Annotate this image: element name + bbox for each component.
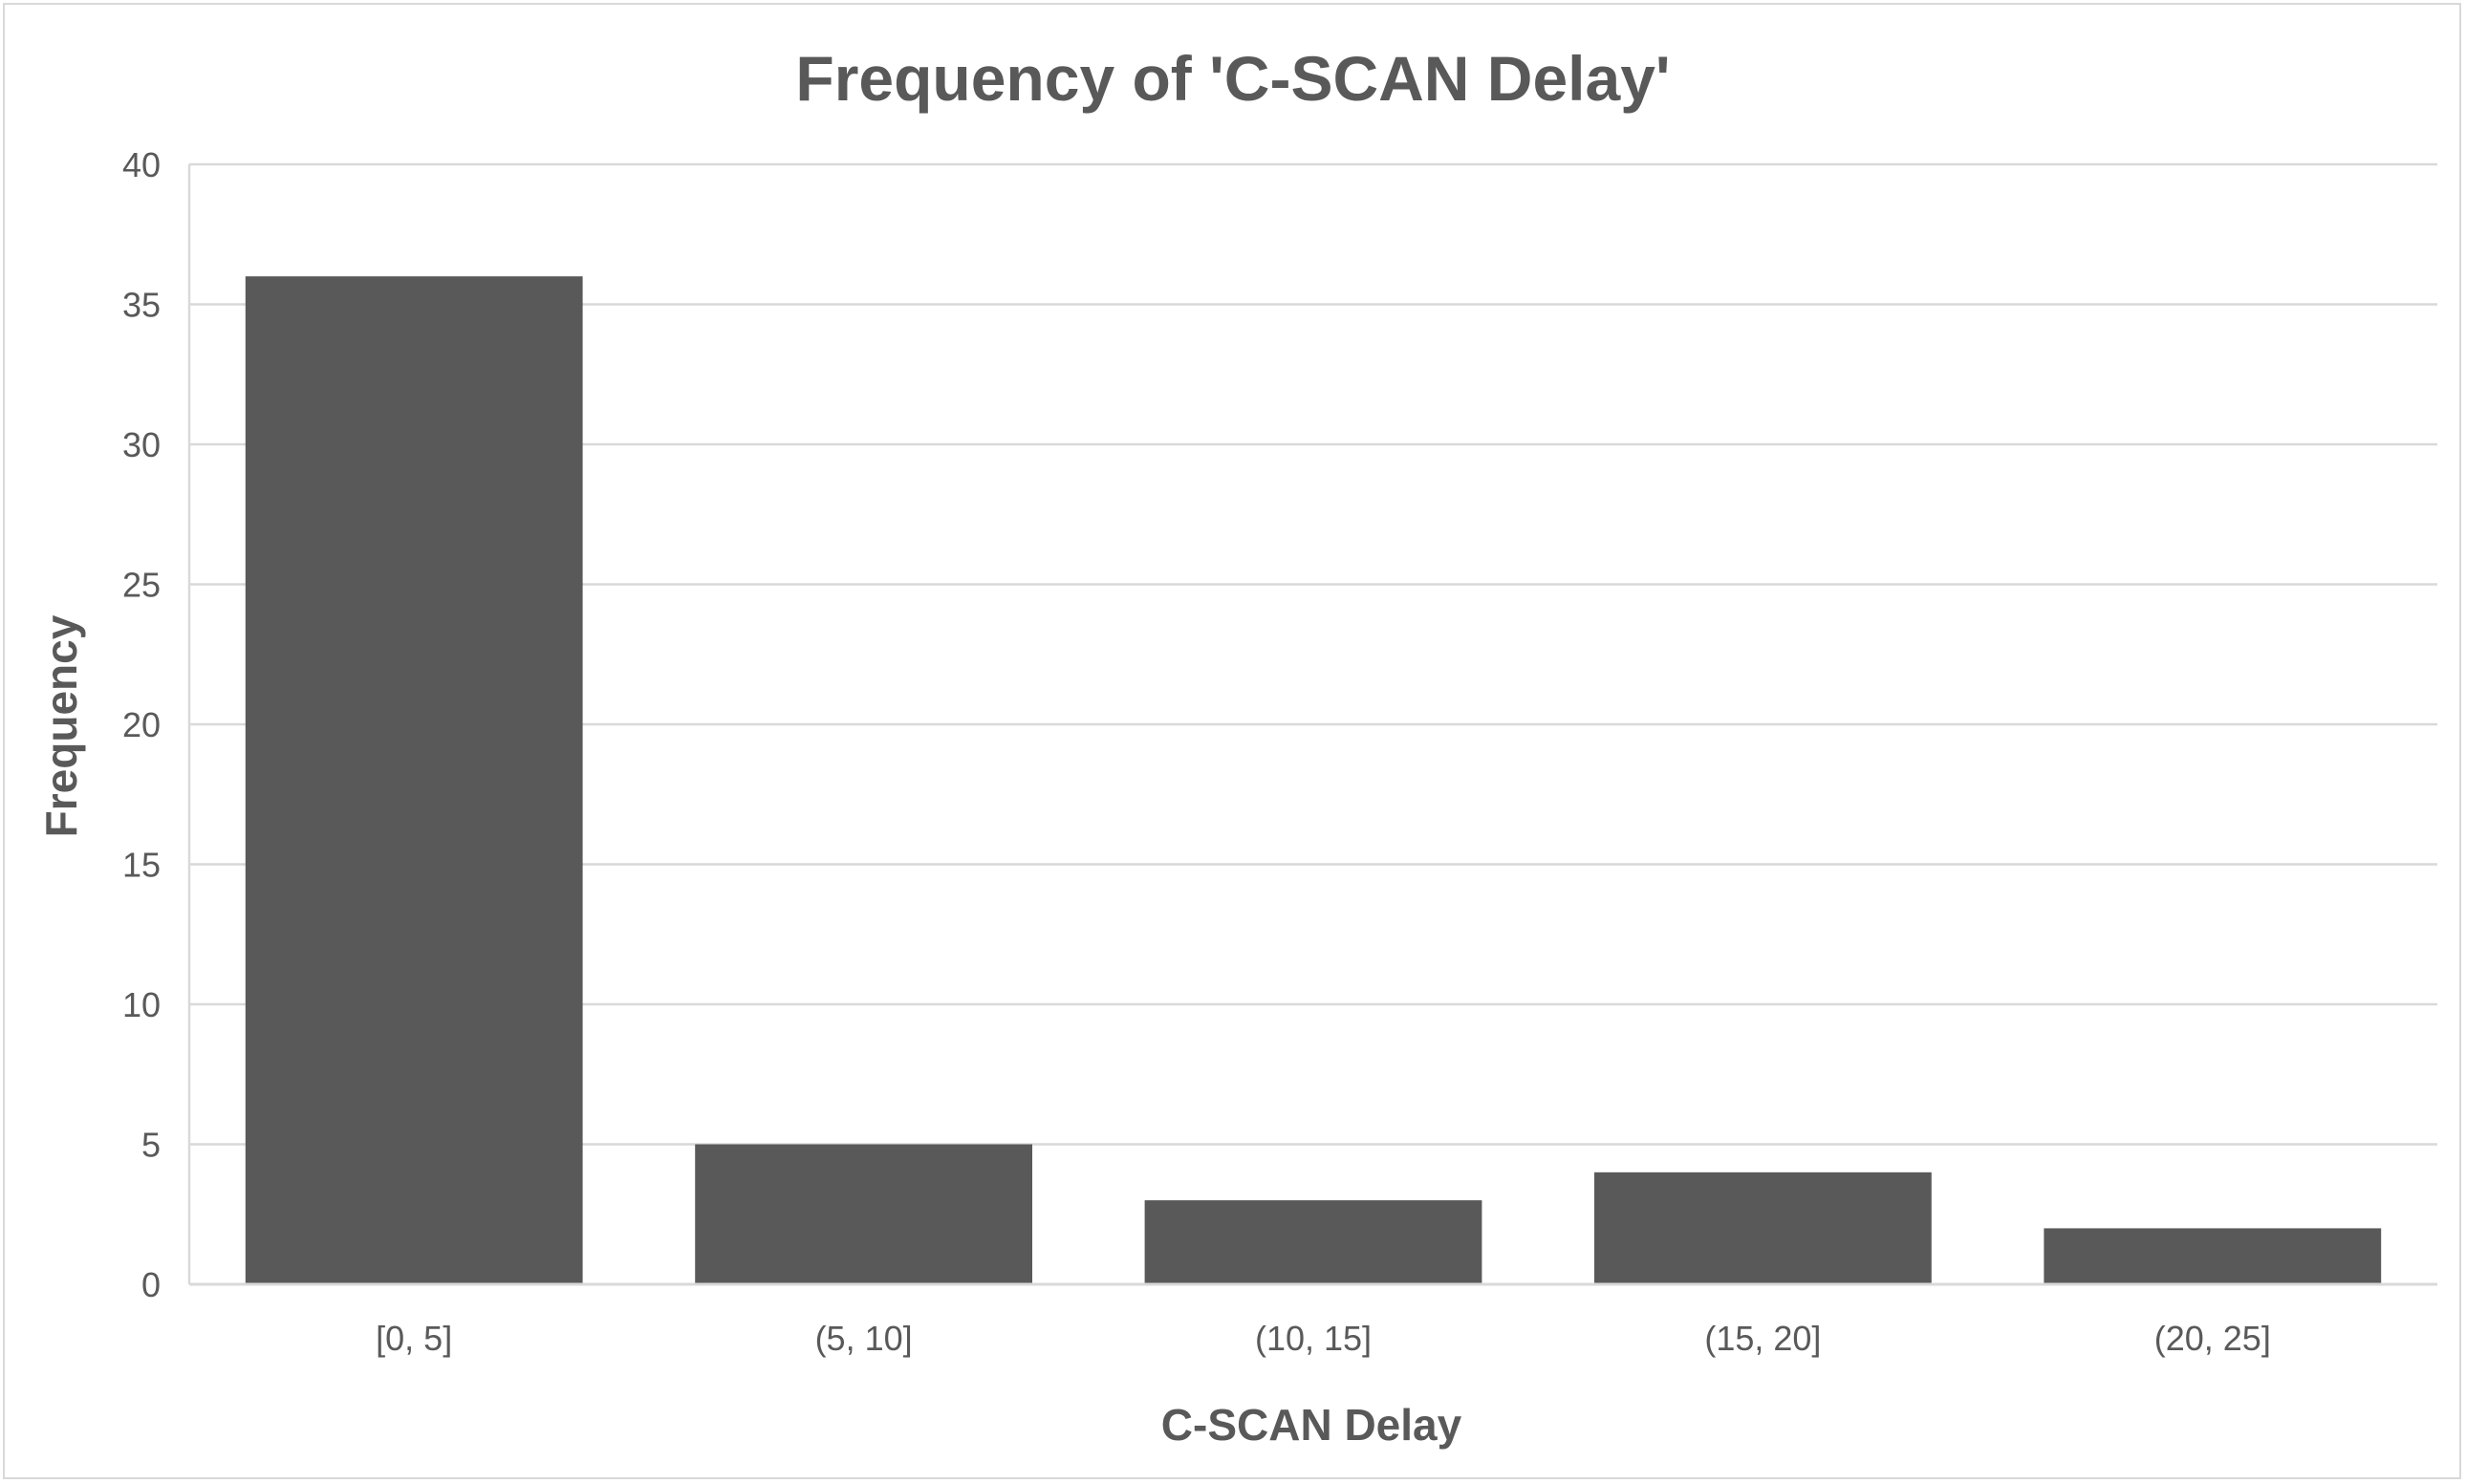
y-tick-label: 0 bbox=[141, 1265, 161, 1304]
x-tick-labels: [0, 5] (5, 10] (10, 15] (15, 20] (20, 25] bbox=[376, 1319, 2271, 1358]
y-tick-label: 30 bbox=[122, 425, 161, 464]
x-tick-label: (10, 15] bbox=[1255, 1319, 1372, 1358]
y-tick-label: 40 bbox=[122, 145, 161, 184]
bars bbox=[245, 276, 2382, 1285]
y-axis-title: Frequency bbox=[36, 614, 86, 837]
bar bbox=[1144, 1200, 1482, 1284]
y-tick-label: 15 bbox=[122, 846, 161, 885]
x-tick-label: (15, 20] bbox=[1704, 1319, 1821, 1358]
bar bbox=[695, 1144, 1032, 1284]
y-tick-label: 5 bbox=[141, 1126, 161, 1165]
y-tick-label: 20 bbox=[122, 705, 161, 744]
y-tick-labels: 0 5 10 15 20 25 30 35 40 bbox=[122, 145, 161, 1304]
x-tick-label: (20, 25] bbox=[2154, 1319, 2271, 1358]
chart-title: Frequency of 'C-SCAN Delay' bbox=[795, 43, 1670, 114]
x-tick-label: [0, 5] bbox=[376, 1319, 452, 1358]
bar bbox=[245, 276, 583, 1285]
y-tick-label: 35 bbox=[122, 286, 161, 325]
bar bbox=[1594, 1172, 1932, 1284]
y-tick-label: 10 bbox=[122, 985, 161, 1024]
y-tick-label: 25 bbox=[122, 566, 161, 605]
x-axis-title: C-SCAN Delay bbox=[1161, 1400, 1462, 1450]
bar bbox=[2044, 1228, 2382, 1284]
x-tick-label: (5, 10] bbox=[815, 1319, 913, 1358]
axes bbox=[187, 164, 2437, 1286]
